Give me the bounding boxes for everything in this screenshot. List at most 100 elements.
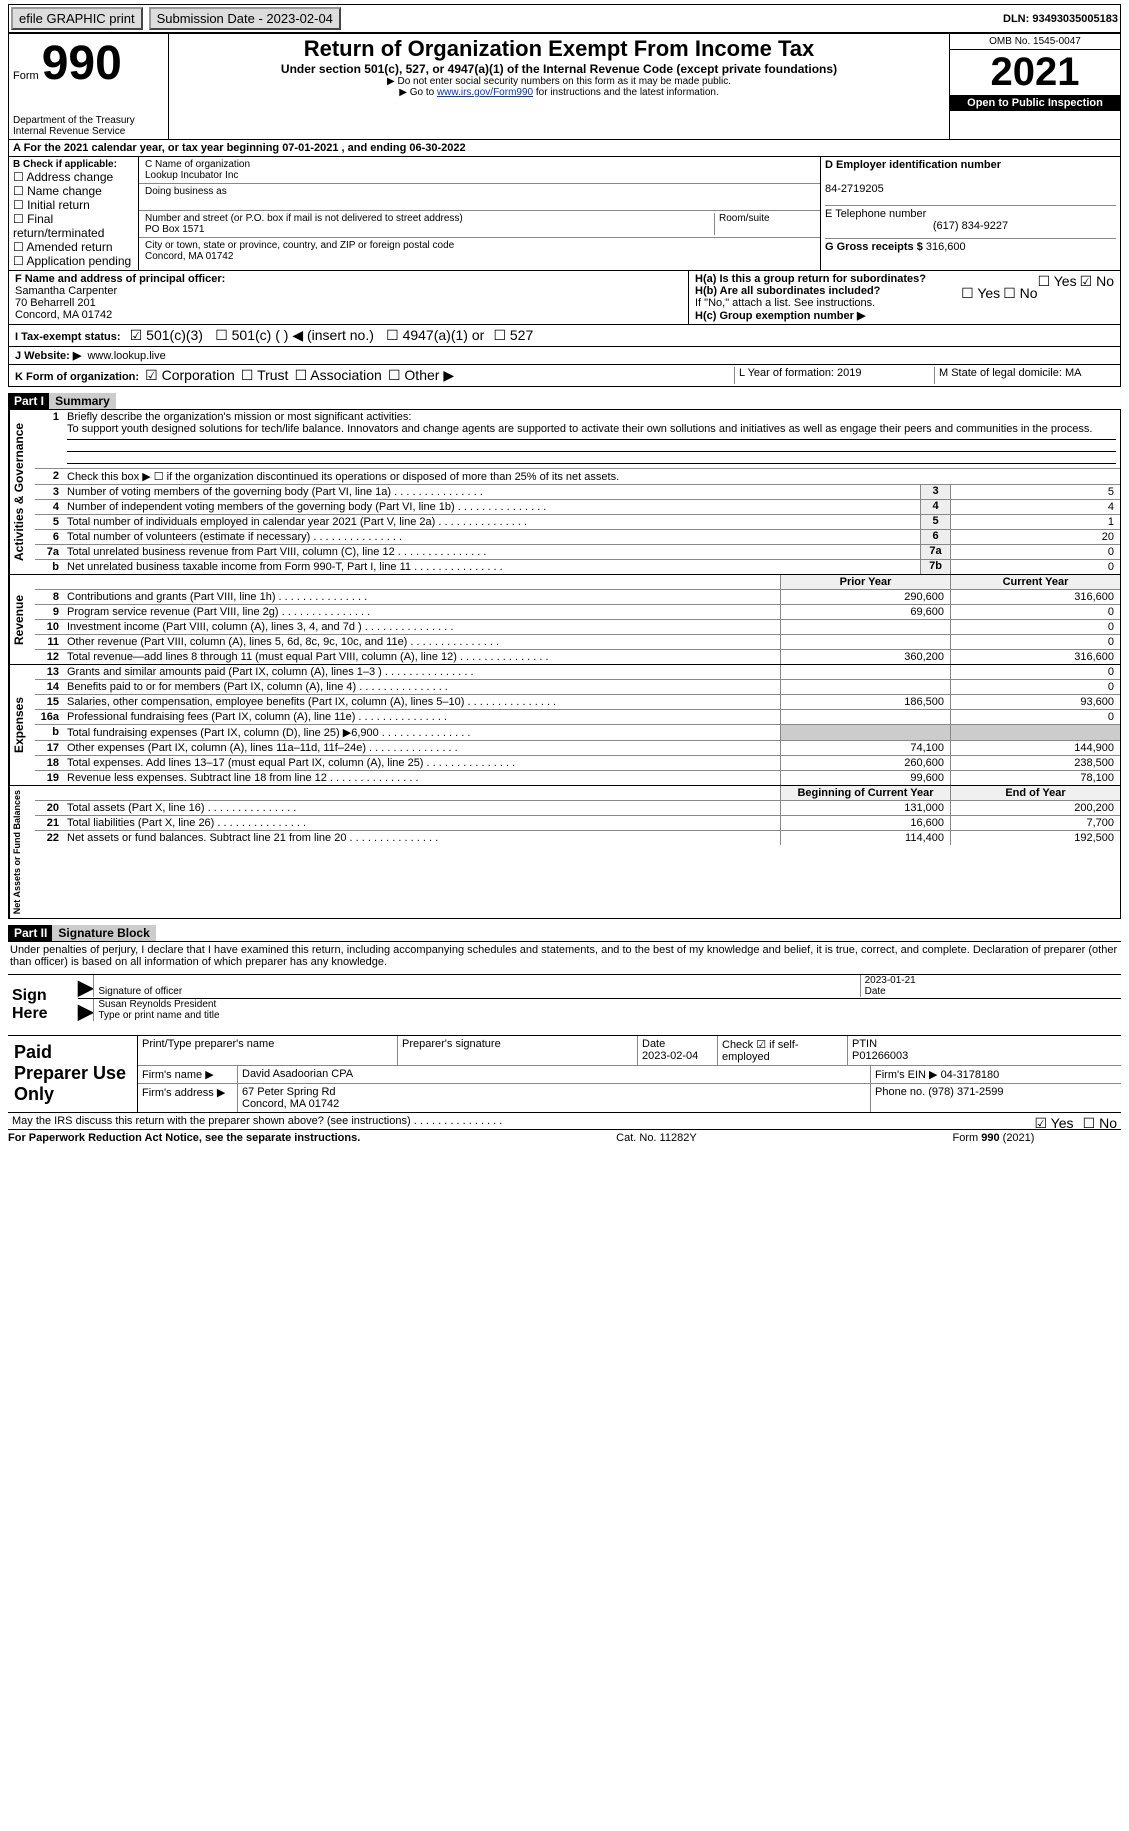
- row-j: J Website: ▶ www.lookup.live: [8, 347, 1121, 365]
- block-bcd: B Check if applicable: ☐ Address change …: [8, 157, 1121, 271]
- begin-value: 114,400: [780, 831, 950, 845]
- discuss-no[interactable]: ☐ No: [1083, 1115, 1117, 1131]
- ptin-value: P01266003: [852, 1050, 908, 1062]
- discuss-yes[interactable]: ☑ Yes: [1034, 1115, 1073, 1131]
- cb-initial[interactable]: ☐ Initial return: [13, 198, 90, 212]
- line-num: 17: [35, 741, 63, 755]
- street-address: PO Box 1571: [145, 224, 204, 235]
- dept-text: Department of the Treasury Internal Reve…: [13, 115, 164, 137]
- prior-year-value: 360,200: [780, 650, 950, 664]
- cb-address[interactable]: ☐ Address change: [13, 170, 113, 184]
- k-other[interactable]: ☐ Other ▶: [388, 367, 454, 383]
- sig-officer-label: Signature of officer: [98, 986, 182, 997]
- prep-date-label: Date: [642, 1038, 665, 1050]
- prior-year-value: [780, 710, 950, 724]
- preparer-name-label: Print/Type preparer's name: [142, 1038, 274, 1050]
- hb-yes[interactable]: ☐ Yes: [961, 285, 1000, 301]
- line-text: Benefits paid to or for members (Part IX…: [63, 680, 780, 694]
- form-title: Return of Organization Exempt From Incom…: [173, 36, 945, 62]
- line-value: 0: [950, 560, 1120, 574]
- col-d: D Employer identification number 84-2719…: [820, 157, 1120, 270]
- ein-value: 84-2719205: [825, 183, 884, 195]
- prior-year-value: [780, 620, 950, 634]
- year-line-text: A For the 2021 calendar year, or tax yea…: [13, 142, 466, 154]
- self-employed-check[interactable]: Check ☑ if self-employed: [718, 1036, 848, 1065]
- line-num: 12: [35, 650, 63, 664]
- paid-preparer-label: Paid Preparer Use Only: [8, 1036, 138, 1112]
- side-revenue: Revenue: [9, 575, 35, 664]
- summary-table: Activities & Governance 1 Briefly descri…: [8, 409, 1121, 575]
- line-num: 9: [35, 605, 63, 619]
- current-year-value: 316,600: [950, 590, 1120, 604]
- hb-label: H(b) Are all subordinates included?: [695, 285, 880, 297]
- prior-year-value: [780, 680, 950, 694]
- dba-label: Doing business as: [145, 186, 227, 197]
- city-value: Concord, MA 01742: [145, 251, 233, 262]
- ha-yes[interactable]: ☐ Yes: [1038, 273, 1077, 289]
- irs-link[interactable]: www.irs.gov/Form990: [437, 87, 533, 98]
- line-box: 7a: [920, 545, 950, 559]
- sig-date-value: 2023-01-21: [865, 975, 916, 986]
- cb-final[interactable]: ☐ Final return/terminated: [13, 212, 104, 240]
- line-num: 7a: [35, 545, 63, 559]
- open-to-public: Open to Public Inspection: [950, 95, 1120, 111]
- firm-addr-city: Concord, MA 01742: [242, 1098, 339, 1110]
- ptin-label: PTIN: [852, 1038, 877, 1050]
- tax-year: 2021: [950, 50, 1120, 95]
- line-text: Number of independent voting members of …: [63, 500, 920, 514]
- form-number: 990: [42, 37, 122, 90]
- year-formation: L Year of formation: 2019: [734, 367, 934, 384]
- i-501c[interactable]: ☐ 501(c) ( ) ◀ (insert no.): [215, 327, 374, 343]
- begin-value: 16,600: [780, 816, 950, 830]
- cb-amended[interactable]: ☐ Amended return: [13, 240, 113, 254]
- line-num: b: [35, 725, 63, 740]
- current-year-value: 144,900: [950, 741, 1120, 755]
- sig-arrow2-icon: ▶: [78, 999, 93, 1024]
- firm-phone-value: (978) 371-2599: [928, 1086, 1003, 1098]
- line-text: Total number of individuals employed in …: [63, 515, 920, 529]
- sub3-pre: ▶ Go to: [399, 87, 437, 98]
- current-year-value: 0: [950, 665, 1120, 679]
- na-hdr-blank: [35, 786, 63, 800]
- firm-ein-label: Firm's EIN ▶: [875, 1069, 938, 1081]
- begin-value: 131,000: [780, 801, 950, 815]
- row-k: K Form of organization: ☑ Corporation ☐ …: [8, 365, 1121, 387]
- current-year-value: 0: [950, 680, 1120, 694]
- form-word: Form: [13, 70, 39, 82]
- current-year-hdr: Current Year: [950, 575, 1120, 589]
- line-value: 5: [950, 485, 1120, 499]
- line-box: 3: [920, 485, 950, 499]
- cb-name[interactable]: ☐ Name change: [13, 184, 102, 198]
- i-501c3[interactable]: ☑ 501(c)(3): [130, 327, 203, 343]
- state-domicile: M State of legal domicile: MA: [934, 367, 1114, 384]
- gross-value: 316,600: [926, 241, 966, 253]
- end-value: 7,700: [950, 816, 1120, 830]
- line-num: 8: [35, 590, 63, 604]
- i-527[interactable]: ☐ 527: [493, 327, 533, 343]
- current-year-value: [950, 725, 1120, 740]
- k-assoc[interactable]: ☐ Association: [295, 367, 382, 383]
- line-text: Other revenue (Part VIII, column (A), li…: [63, 635, 780, 649]
- hb-no[interactable]: ☐ No: [1003, 285, 1037, 301]
- i-4947[interactable]: ☐ 4947(a)(1) or: [386, 327, 484, 343]
- ha-no[interactable]: ☑ No: [1080, 273, 1114, 289]
- submission-date-button[interactable]: Submission Date - 2023-02-04: [149, 7, 341, 30]
- current-year-value: 93,600: [950, 695, 1120, 709]
- line-num: 5: [35, 515, 63, 529]
- paid-section: Paid Preparer Use Only Print/Type prepar…: [8, 1036, 1121, 1113]
- line-text: Total fundraising expenses (Part IX, col…: [63, 725, 780, 740]
- expenses-section: Expenses 13 Grants and similar amounts p…: [8, 665, 1121, 786]
- prior-year-value: [780, 665, 950, 679]
- line-num: 14: [35, 680, 63, 694]
- sub3-post: for instructions and the latest informat…: [536, 87, 719, 98]
- efile-button[interactable]: efile GRAPHIC print: [11, 7, 143, 30]
- page-footer: For Paperwork Reduction Act Notice, see …: [8, 1130, 1034, 1144]
- cb-pending[interactable]: ☐ Application pending: [13, 254, 131, 268]
- prior-year-hdr: Prior Year: [780, 575, 950, 589]
- side-netassets: Net Assets or Fund Balances: [9, 786, 35, 918]
- j-label: J Website: ▶: [15, 350, 81, 362]
- phone-value: (617) 834-9227: [825, 220, 1116, 232]
- k-corp[interactable]: ☑ Corporation: [145, 367, 235, 383]
- k-label: K Form of organization:: [15, 371, 139, 383]
- k-trust[interactable]: ☐ Trust: [241, 367, 289, 383]
